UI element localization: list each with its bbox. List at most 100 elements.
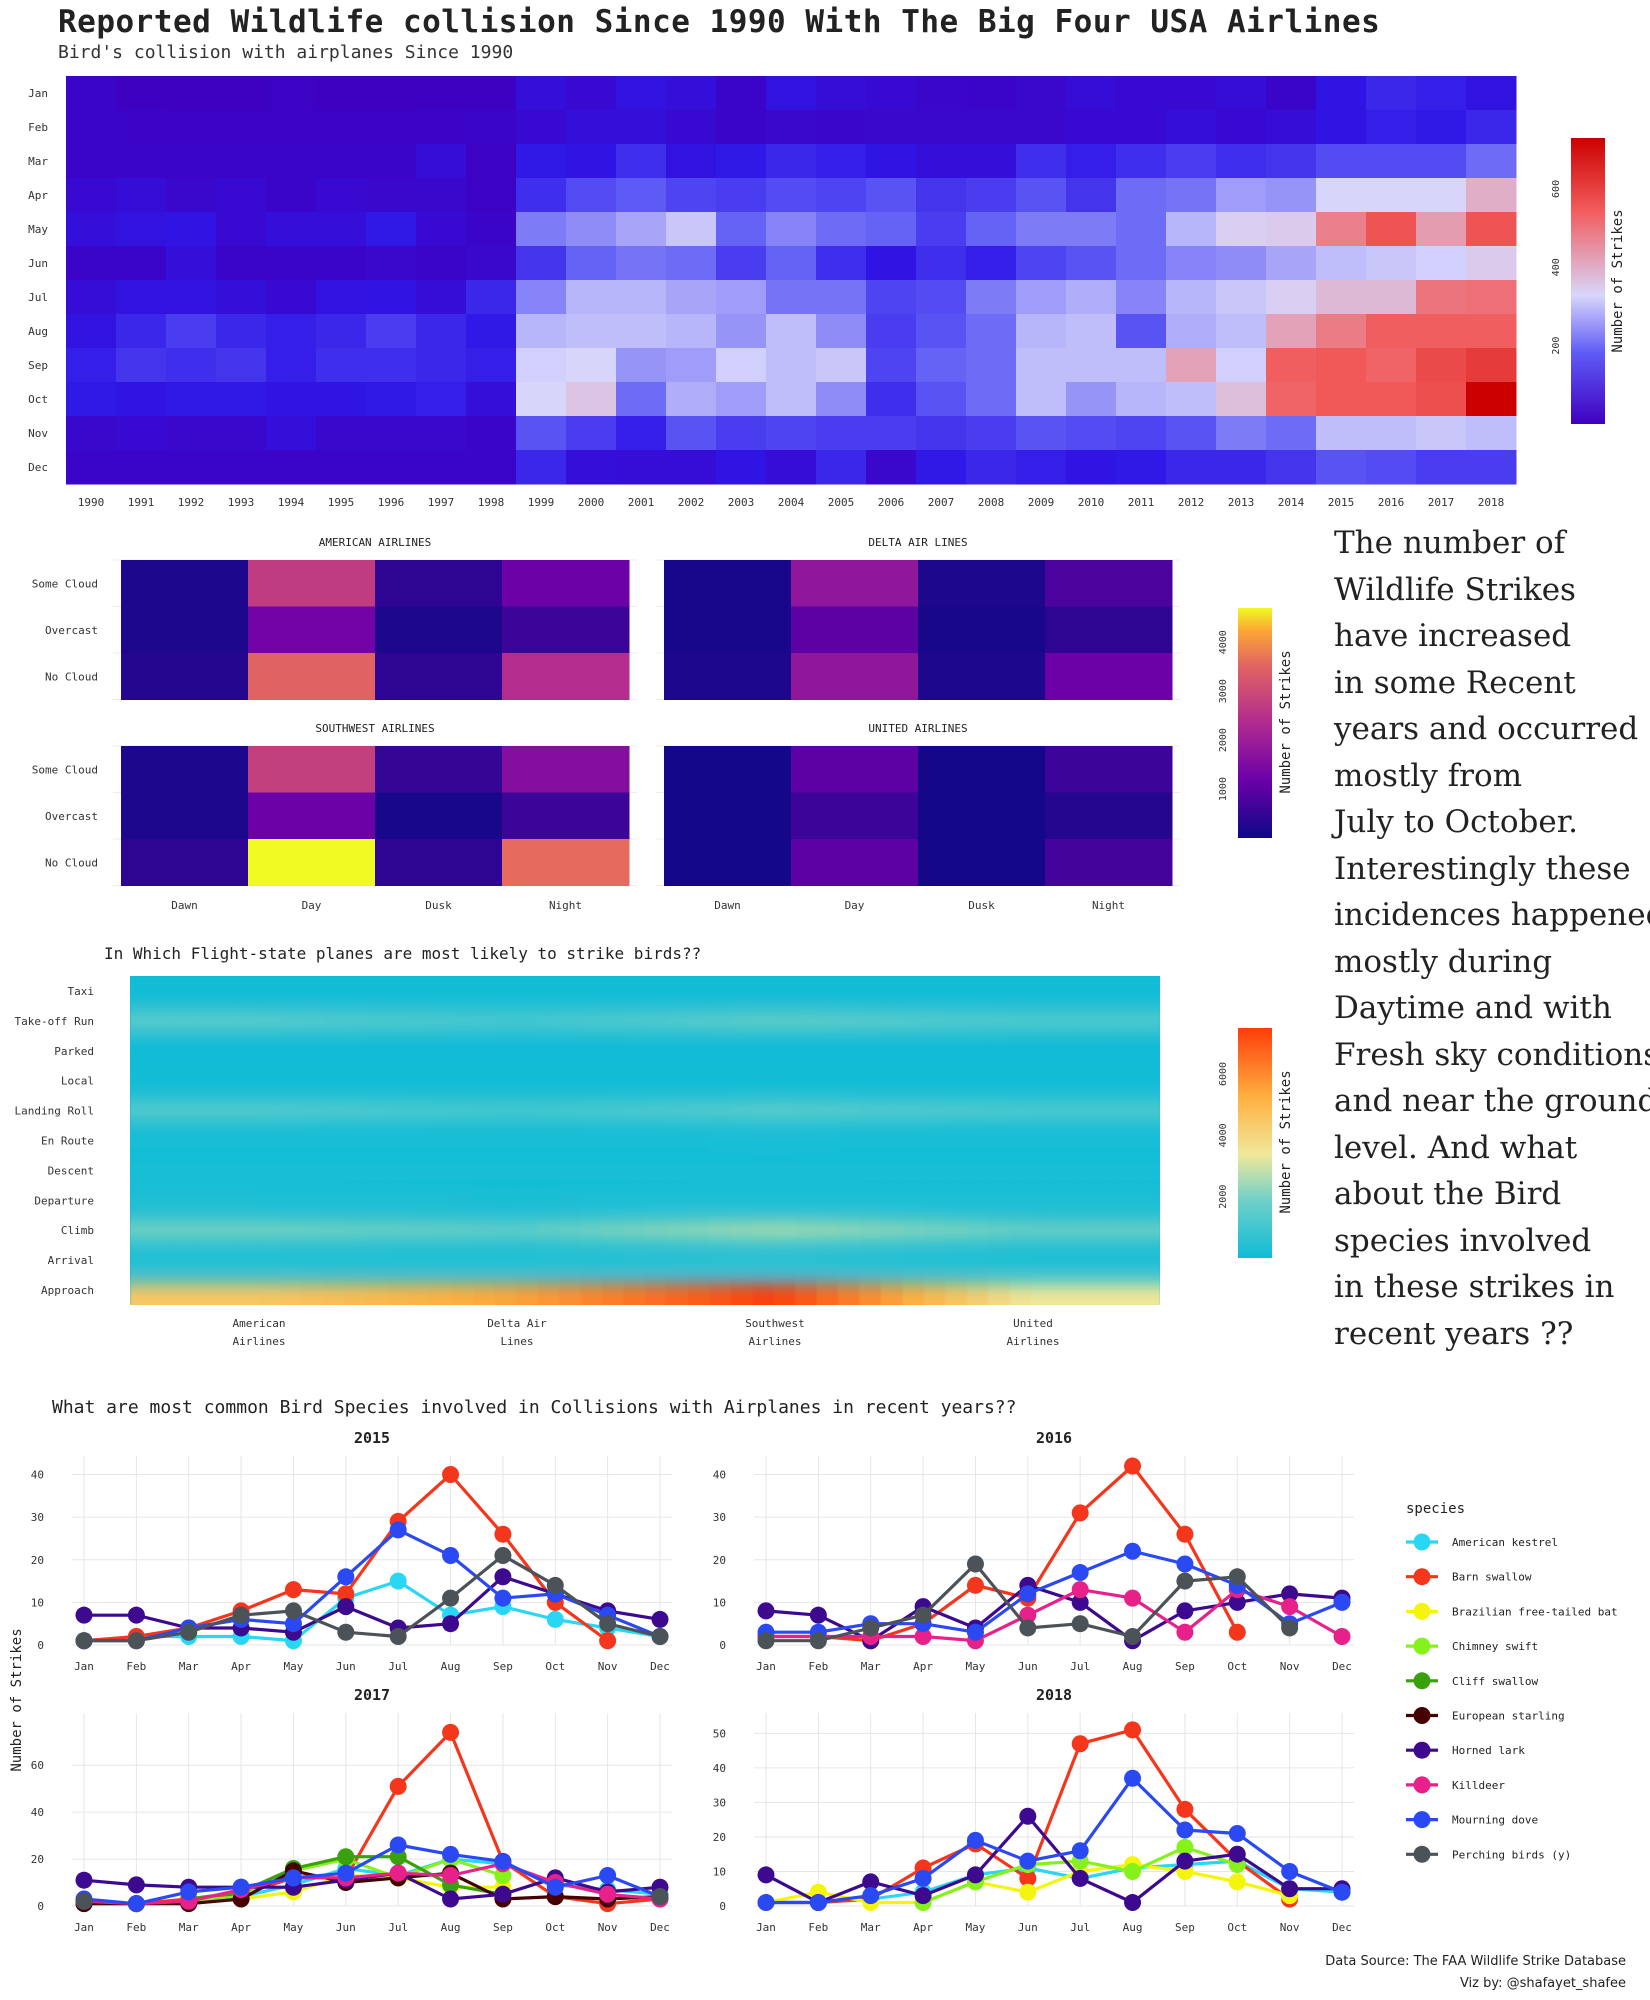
x-tick-label: Aug: [1123, 1921, 1143, 1934]
heat-cell: [602, 1013, 625, 1029]
heat-cell: [1116, 178, 1167, 213]
heat-cell: [766, 416, 817, 451]
heat-cell: [451, 1252, 474, 1268]
heat-cell: [1138, 1222, 1160, 1238]
data-point: [1176, 1525, 1194, 1543]
data-point: [1228, 1568, 1246, 1586]
heat-cell: [902, 1192, 925, 1208]
y-tick-label: 20: [713, 1831, 726, 1844]
heat-cell: [566, 76, 617, 111]
heat-cell: [537, 1252, 560, 1268]
heat-cell: [316, 144, 367, 179]
heat-cell: [966, 110, 1017, 145]
heat-cell: [916, 144, 967, 179]
heat-cell: [1095, 983, 1118, 999]
heat-cell: [1016, 416, 1067, 451]
heat-cell: [580, 1103, 603, 1119]
heat-cell: [918, 746, 1046, 793]
heat-cell: [408, 1133, 432, 1148]
heat-cell: [280, 1192, 303, 1208]
heat-cell: [1316, 416, 1367, 451]
heat-cell: [516, 1252, 539, 1268]
heat-cell: [387, 1133, 410, 1148]
heat-cell: [516, 416, 567, 451]
heat-cell: [566, 246, 617, 281]
heat-cell: [791, 606, 919, 654]
heat-cell: [1366, 212, 1417, 247]
heat-cell: [66, 110, 117, 145]
heat-cell: [866, 76, 917, 111]
phase-tick-label: En Route: [41, 1135, 94, 1148]
heat-cell: [248, 746, 376, 793]
heat-cell: [687, 1162, 710, 1178]
data-point: [914, 1606, 932, 1624]
heat-cell: [258, 1282, 281, 1305]
heat-cell: [623, 983, 646, 999]
heat-cell: [416, 348, 467, 383]
heat-cell: [66, 416, 117, 451]
heat-cell: [366, 983, 389, 999]
heat-cell: [215, 1192, 238, 1208]
year-tick-label: 2004: [778, 496, 805, 509]
heat-cell: [945, 1103, 968, 1119]
heat-cell: [1138, 1252, 1160, 1268]
heat-cell: [766, 450, 817, 485]
heat-cell: [866, 348, 917, 383]
heat-cell: [130, 1103, 153, 1119]
heat-cell: [988, 1192, 1011, 1208]
heat-cell: [1116, 280, 1167, 315]
x-tick-label: Apr: [231, 1660, 251, 1673]
heat-cell: [502, 653, 630, 700]
heat-cell: [645, 1013, 668, 1029]
data-point: [75, 1892, 93, 1910]
heat-cell: [773, 1252, 796, 1268]
heat-cell: [516, 1162, 539, 1178]
legend-key-dot: [1413, 1602, 1431, 1620]
heat-cell: [416, 450, 467, 485]
series-line: [84, 1869, 661, 1906]
heat-cell: [795, 1282, 818, 1305]
heat-cell: [466, 144, 517, 179]
heat-cell: [1466, 382, 1517, 417]
heat-cell: [516, 1222, 539, 1238]
heat-cell: [687, 1013, 710, 1029]
heat-cell: [166, 110, 217, 145]
heat-cell: [623, 1043, 646, 1059]
heat-cell: [1216, 382, 1267, 417]
heat-cell: [716, 178, 767, 213]
heat-cell: [516, 382, 567, 417]
heat-cell: [730, 983, 753, 999]
data-point: [1124, 1862, 1142, 1880]
heat-cell: [1216, 246, 1267, 281]
heat-cell: [266, 144, 317, 179]
heat-cell: [237, 1043, 260, 1059]
sky-tick-label: Overcast: [45, 624, 98, 637]
heat-cell: [166, 178, 217, 213]
data-point: [284, 1615, 302, 1633]
heat-cell: [494, 1252, 517, 1268]
heat-cell: [666, 1013, 689, 1029]
heat-cell: [387, 1222, 410, 1238]
data-point: [757, 1632, 775, 1650]
heat-cell: [237, 1133, 260, 1148]
heat-cell: [602, 1222, 625, 1238]
x-tick-label: Jan: [74, 1660, 94, 1673]
heat-cell: [1216, 178, 1267, 213]
heat-cell: [1138, 1013, 1160, 1029]
heat-cell: [194, 1222, 217, 1238]
heat-cell: [791, 653, 919, 700]
heat-cell: [666, 1192, 689, 1208]
data-point: [599, 1867, 617, 1884]
heat-cell: [494, 1192, 517, 1208]
heat-cell: [816, 1013, 839, 1029]
heat-cell: [366, 1133, 389, 1148]
data-point: [914, 1627, 932, 1645]
heat-cell: [773, 983, 796, 999]
heat-cell: [766, 110, 817, 145]
heat-cell: [323, 983, 346, 999]
heat-cell: [473, 1282, 496, 1305]
facet-title: UNITED AIRLINES: [868, 722, 967, 735]
heat-cell: [494, 983, 517, 999]
legend-label: Cliff swallow: [1452, 1675, 1538, 1688]
x-tick-label: Apr: [913, 1921, 933, 1934]
